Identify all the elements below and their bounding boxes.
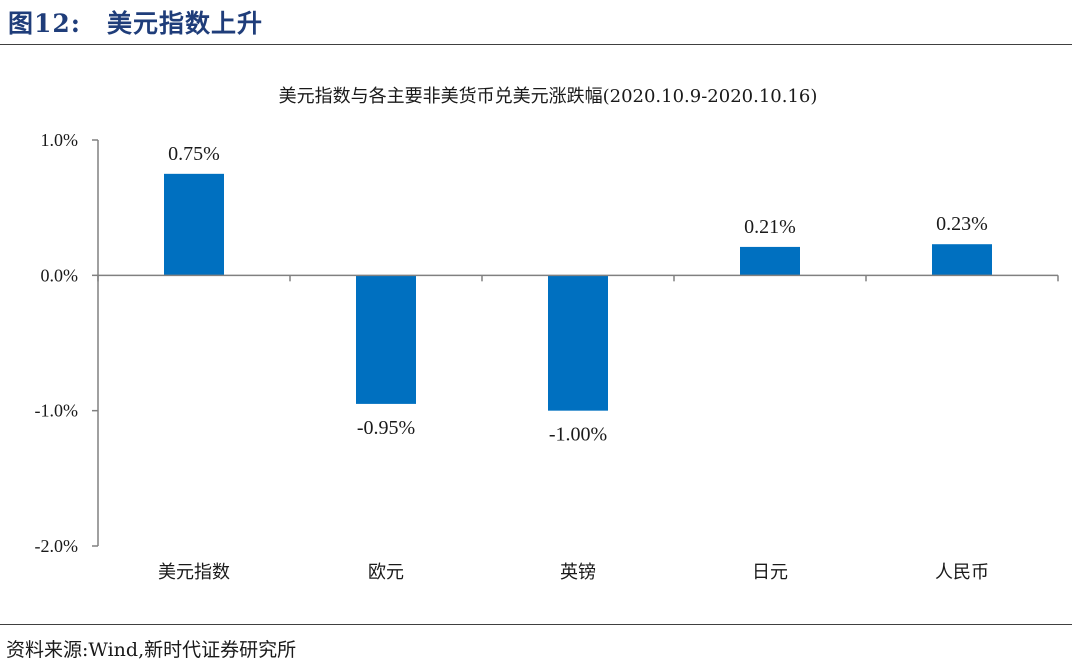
bar-value-label: -0.95%	[357, 417, 415, 439]
bar-value-label: 0.75%	[168, 143, 220, 165]
y-tick-label: -2.0%	[35, 536, 79, 556]
x-category-label: 美元指数	[158, 562, 230, 583]
bar	[164, 173, 224, 276]
figure-label: 图12:	[8, 9, 82, 38]
y-tick-label: -1.0%	[35, 401, 79, 421]
bars: 0.75% -0.95% -1.00% 0.21% 0.23%	[164, 143, 992, 446]
bar-value-label: -1.00%	[549, 424, 607, 446]
x-category-label: 英镑	[560, 562, 596, 583]
bar	[548, 275, 608, 411]
y-tick-label: 1.0%	[41, 130, 79, 150]
figure-caption: 美元指数上升	[107, 9, 264, 38]
x-category-label: 人民币	[935, 562, 989, 583]
bar-chart: 美元指数与各主要非美货币兑美元涨跌幅(2020.10.9-2020.10.16)…	[35, 86, 1059, 583]
bar	[740, 246, 800, 276]
chart-title: 美元指数与各主要非美货币兑美元涨跌幅(2020.10.9-2020.10.16)	[279, 86, 818, 107]
x-category-label: 日元	[752, 562, 788, 583]
figure-header: 图12: 美元指数上升	[0, 0, 1072, 45]
bar	[932, 244, 992, 276]
y-tick-label: 0.0%	[41, 265, 79, 285]
figure-footer: 资料来源:Wind,新时代证券研究所	[0, 624, 1072, 661]
figure-title: 图12: 美元指数上升	[8, 4, 263, 40]
bar	[356, 275, 416, 404]
x-axis: 美元指数 欧元 英镑 日元 人民币	[97, 274, 1059, 583]
x-category-label: 欧元	[368, 562, 404, 583]
source-note: 资料来源:Wind,新时代证券研究所	[6, 639, 297, 661]
bar-value-label: 0.23%	[936, 213, 988, 235]
bar-value-label: 0.21%	[744, 216, 796, 238]
y-axis: 1.0% 0.0% -1.0% -2.0%	[35, 130, 99, 556]
